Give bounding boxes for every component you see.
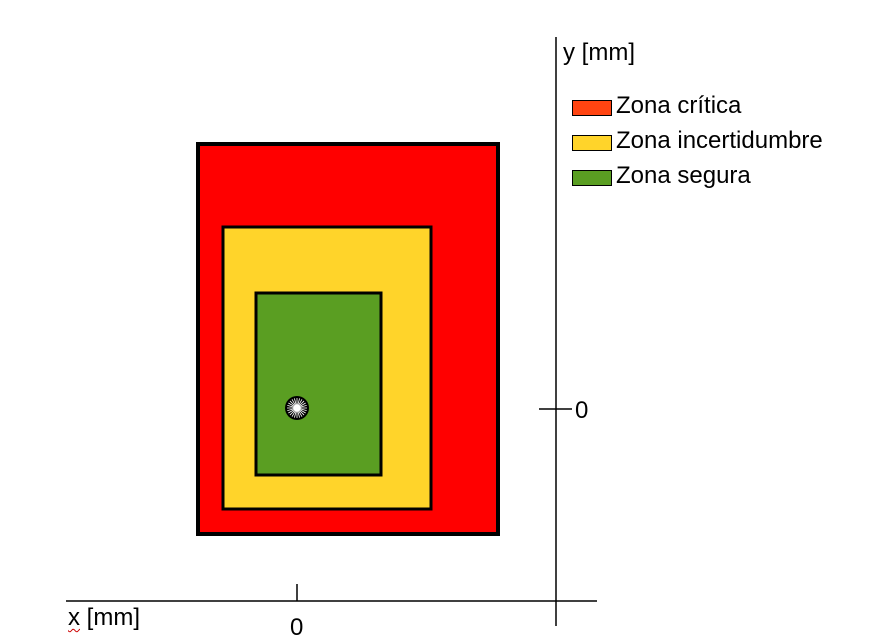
- marker-ray: [294, 410, 297, 418]
- marker-ray: [289, 400, 296, 407]
- marker-ray: [289, 409, 296, 416]
- legend-swatch-zona-incertidumbre: [572, 135, 612, 151]
- legend-label-zona-segura: Zona segura: [616, 162, 751, 189]
- marker-ray: [287, 405, 295, 408]
- legend-item-zona-critica: Zona crítica: [570, 92, 870, 122]
- target-point-icon: [285, 396, 309, 420]
- legend-swatch-zona-segura: [572, 170, 612, 186]
- marker-ray: [291, 410, 296, 417]
- legend-label-zona-critica: Zona crítica: [616, 92, 742, 119]
- marker-ray: [288, 402, 295, 407]
- marker-ray: [299, 408, 307, 411]
- zona-segura-rect: [254, 291, 383, 477]
- x-axis-label-var: x: [68, 604, 80, 631]
- marker-ray: [287, 408, 295, 411]
- marker-ray: [297, 398, 300, 406]
- marker-ray: [298, 410, 303, 417]
- y-origin-tick-label: 0: [575, 397, 589, 424]
- marker-ray: [299, 409, 306, 414]
- x-origin-tick-label: 0: [290, 614, 304, 641]
- y-axis-label: y [mm]: [563, 39, 635, 66]
- marker-ray: [291, 399, 296, 406]
- marker-ray: [298, 399, 303, 406]
- marker-ray: [288, 409, 295, 414]
- legend-item-zona-segura: Zona segura: [570, 162, 870, 192]
- legend-item-zona-incertidumbre: Zona incertidumbre: [570, 127, 870, 157]
- marker-ray: [299, 402, 306, 407]
- x-axis-label: x [mm]: [68, 606, 140, 630]
- marker-ray: [298, 409, 305, 416]
- legend-label-zona-incertidumbre: Zona incertidumbre: [616, 127, 823, 154]
- marker-ray: [294, 398, 297, 406]
- marker-ray: [298, 400, 305, 407]
- marker-ray: [299, 405, 307, 408]
- x-axis-label-unit: [mm]: [80, 604, 140, 631]
- legend-swatch-zona-critica: [572, 100, 612, 116]
- marker-ray: [297, 410, 300, 418]
